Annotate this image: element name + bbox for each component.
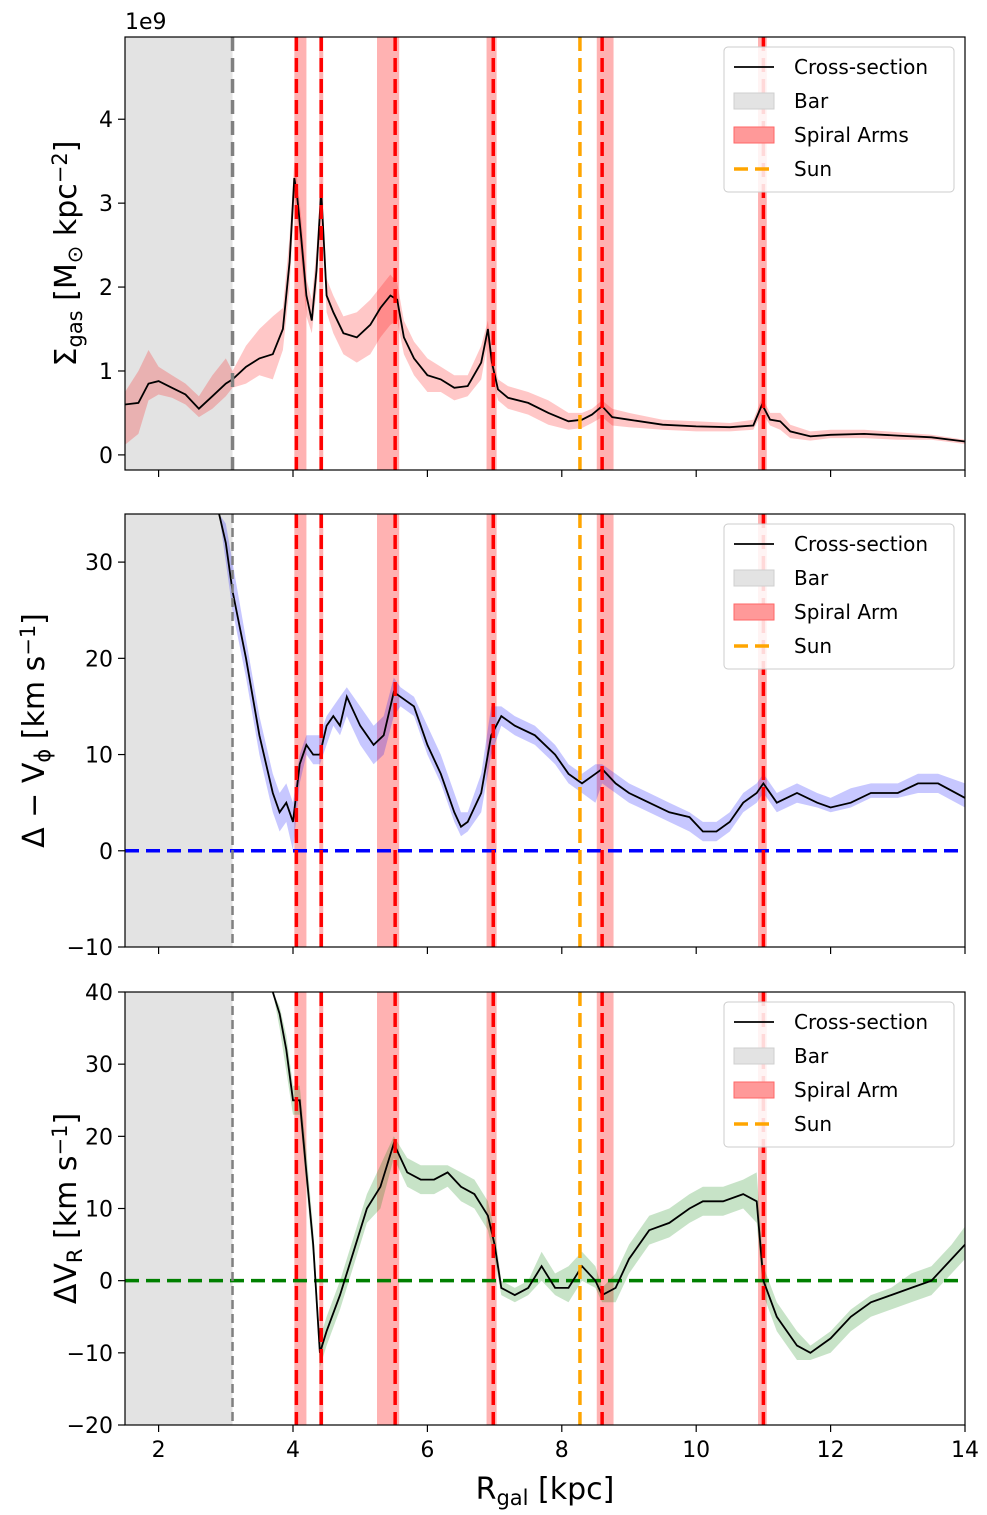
x-tick-label: 12: [817, 1438, 845, 1463]
axes-frame: [124, 36, 966, 471]
panel-middle: −10 0 10 20 30 Δ − Vϕ [km s−1] Cross-section Ba…: [16, 513, 966, 961]
ylabel-unit-sub: ⊙: [63, 246, 87, 264]
y-tick-label: 10: [85, 744, 113, 769]
y-tick-label: 20: [85, 1125, 113, 1150]
legend-label: Sun: [794, 1112, 832, 1136]
legend: Cross-section Bar Spiral Arm Sun: [723, 1001, 955, 1148]
x-tick-label: 6: [420, 1438, 434, 1463]
legend-swatch-bar: [733, 569, 775, 587]
legend-label: Spiral Arm: [794, 600, 898, 624]
y-tick-label: −10: [67, 936, 113, 961]
y-tick-label: 30: [85, 1053, 113, 1078]
ylabel-unit-close: ]: [17, 613, 52, 625]
panel-top: 0 1 2 3 4 1e9 Σgas [M⊙ kpc−2] Cross-section Bar S…: [48, 10, 966, 477]
legend-label: Bar: [794, 89, 829, 113]
y-tick-label: 20: [85, 647, 113, 672]
y-axis-label: ΔVR [km s−1]: [48, 1113, 87, 1304]
legend-swatch-bar: [733, 92, 775, 110]
y-tick-label: −20: [67, 1414, 113, 1439]
bar-region: [125, 514, 233, 947]
ylabel-unit-sup: −1: [16, 625, 40, 656]
legend-label: Cross-section: [794, 55, 928, 79]
legend-label: Spiral Arm: [794, 1078, 898, 1102]
y-tick-label: 0: [99, 1270, 113, 1295]
legend-frame: [723, 523, 955, 670]
legend-frame: [723, 1001, 955, 1148]
y-tick-label: 4: [99, 108, 113, 133]
ylabel-main: ΔV: [49, 1263, 84, 1305]
spiral-arm-band-4: [596, 514, 614, 947]
y-axis-label: Σgas [M⊙ kpc−2]: [48, 141, 87, 367]
legend-swatch-arm: [733, 1081, 775, 1099]
legend: Cross-section Bar Spiral Arms Sun: [723, 46, 955, 193]
legend: Cross-section Bar Spiral Arm Sun: [723, 523, 955, 670]
ylabel-unit: [M: [49, 263, 84, 310]
legend-label: Spiral Arms: [794, 123, 909, 147]
x-tick-label: 8: [555, 1438, 569, 1463]
y-tick-label: 0: [99, 840, 113, 865]
y-tick-label: 40: [85, 981, 113, 1006]
plot-area: [125, 514, 965, 947]
y-tick-label: 2: [99, 276, 113, 301]
cross-section-line: [125, 177, 965, 443]
legend-frame: [723, 46, 955, 193]
ylabel-unit-close: ]: [49, 141, 84, 153]
bar-region: [125, 992, 233, 1425]
ylabel-sub: R: [63, 1249, 87, 1264]
uncertainty-band: [125, 161, 965, 445]
y-tick-label: 30: [85, 551, 113, 576]
legend-swatch-arm: [733, 603, 775, 621]
offset-text: 1e9: [125, 10, 167, 35]
cross-section-line: [218, 514, 965, 833]
ylabel-unit-sup: −2: [48, 152, 72, 183]
x-axis-label: Rgal [kpc]: [476, 1472, 615, 1510]
ylabel-main: Σ: [49, 348, 84, 367]
x-tick-label: 10: [682, 1438, 710, 1463]
xlabel-main: R: [476, 1472, 497, 1507]
legend-swatch-arm: [733, 126, 775, 144]
cross-section-line: [271, 992, 965, 1354]
ylabel-unit-sup: −1: [48, 1125, 72, 1156]
x-tick-label: 2: [152, 1438, 166, 1463]
uncertainty-band: [272, 992, 965, 1368]
ylabel-sub: ϕ: [31, 749, 55, 763]
ylabel-unit-close: ]: [49, 1113, 84, 1125]
x-tick-label: 14: [951, 1438, 979, 1463]
xlabel-unit: [kpc]: [529, 1472, 615, 1507]
legend-label: Cross-section: [794, 1010, 928, 1034]
y-tick-label: 1: [99, 360, 113, 385]
plot-area: [125, 37, 965, 470]
ylabel-unit: [km s: [17, 656, 52, 749]
axes-frame: [124, 513, 966, 948]
legend-label: Bar: [794, 1044, 829, 1068]
y-tick-label: 3: [99, 192, 113, 217]
ylabel-unit: [km s: [49, 1156, 84, 1249]
ylabel-sub: gas: [63, 310, 87, 347]
x-tick-label: 4: [286, 1438, 300, 1463]
ylabel-unit-mid: kpc: [49, 183, 84, 245]
xlabel-sub: gal: [496, 1486, 528, 1510]
ylabel-main: Δ − V: [17, 762, 52, 848]
y-tick-label: 10: [85, 1198, 113, 1223]
legend-label: Cross-section: [794, 532, 928, 556]
legend-swatch-bar: [733, 1047, 775, 1065]
spiral-arm-band-4: [596, 992, 614, 1425]
legend-label: Sun: [794, 634, 832, 658]
y-tick-label: −10: [67, 1342, 113, 1367]
y-axis-label: Δ − Vϕ [km s−1]: [16, 613, 55, 848]
plot-area: [125, 992, 965, 1425]
y-tick-label: 0: [99, 444, 113, 469]
legend-label: Bar: [794, 566, 829, 590]
legend-label: Sun: [794, 157, 832, 181]
bar-region: [125, 37, 233, 470]
